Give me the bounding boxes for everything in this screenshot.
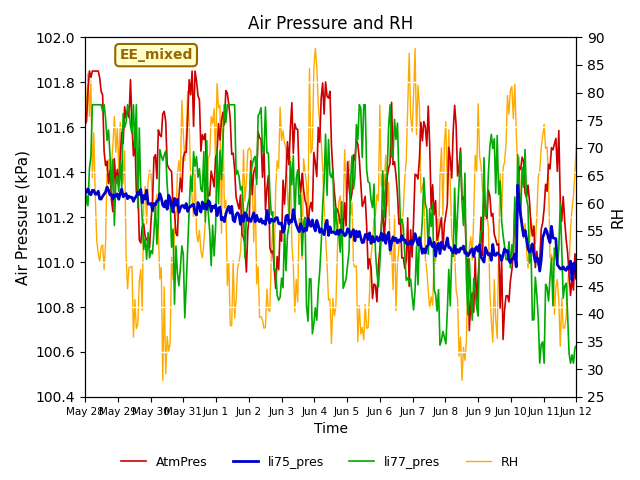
li75_pres (514, 182, 522, 188)
RH (87, 78, 95, 84)
Line: AtmPres: AtmPres (85, 71, 577, 339)
li75_pres (568, 277, 576, 283)
Line: RH: RH (85, 48, 577, 380)
RH (360, 337, 367, 343)
AtmPres (484, 187, 492, 193)
RH (312, 46, 319, 51)
li77_pres (88, 102, 96, 108)
RH (486, 289, 493, 295)
AtmPres (81, 122, 89, 128)
li75_pres (189, 202, 197, 207)
AtmPres (358, 204, 366, 209)
Legend: AtmPres, li75_pres, li77_pres, RH: AtmPres, li75_pres, li77_pres, RH (116, 451, 524, 474)
li75_pres (357, 235, 365, 240)
li77_pres (229, 102, 237, 108)
li77_pres (490, 136, 498, 142)
Line: li77_pres: li77_pres (85, 105, 577, 363)
AtmPres (490, 231, 498, 237)
li77_pres (484, 171, 492, 177)
li77_pres (81, 207, 89, 213)
RH (492, 317, 500, 323)
li75_pres (573, 275, 580, 281)
Y-axis label: Air Pressure (kPa): Air Pressure (kPa) (15, 150, 30, 285)
Y-axis label: RH: RH (610, 206, 625, 228)
li77_pres (87, 154, 95, 159)
RH (191, 168, 199, 173)
X-axis label: Time: Time (314, 422, 348, 436)
li75_pres (228, 204, 236, 209)
AtmPres (229, 150, 237, 156)
RH (229, 258, 237, 264)
AtmPres (88, 68, 96, 74)
AtmPres (573, 262, 580, 267)
RH (81, 73, 89, 79)
li75_pres (489, 241, 497, 247)
AtmPres (191, 68, 199, 74)
li77_pres (358, 155, 366, 160)
Line: li75_pres: li75_pres (85, 185, 577, 280)
AtmPres (86, 68, 93, 74)
li77_pres (573, 343, 580, 348)
Text: EE_mixed: EE_mixed (120, 48, 193, 62)
li75_pres (81, 191, 89, 197)
li75_pres (87, 192, 95, 198)
li75_pres (483, 249, 491, 254)
Title: Air Pressure and RH: Air Pressure and RH (248, 15, 413, 33)
RH (159, 377, 166, 383)
AtmPres (499, 336, 507, 342)
RH (573, 142, 580, 148)
li77_pres (536, 360, 543, 366)
li77_pres (191, 164, 199, 169)
